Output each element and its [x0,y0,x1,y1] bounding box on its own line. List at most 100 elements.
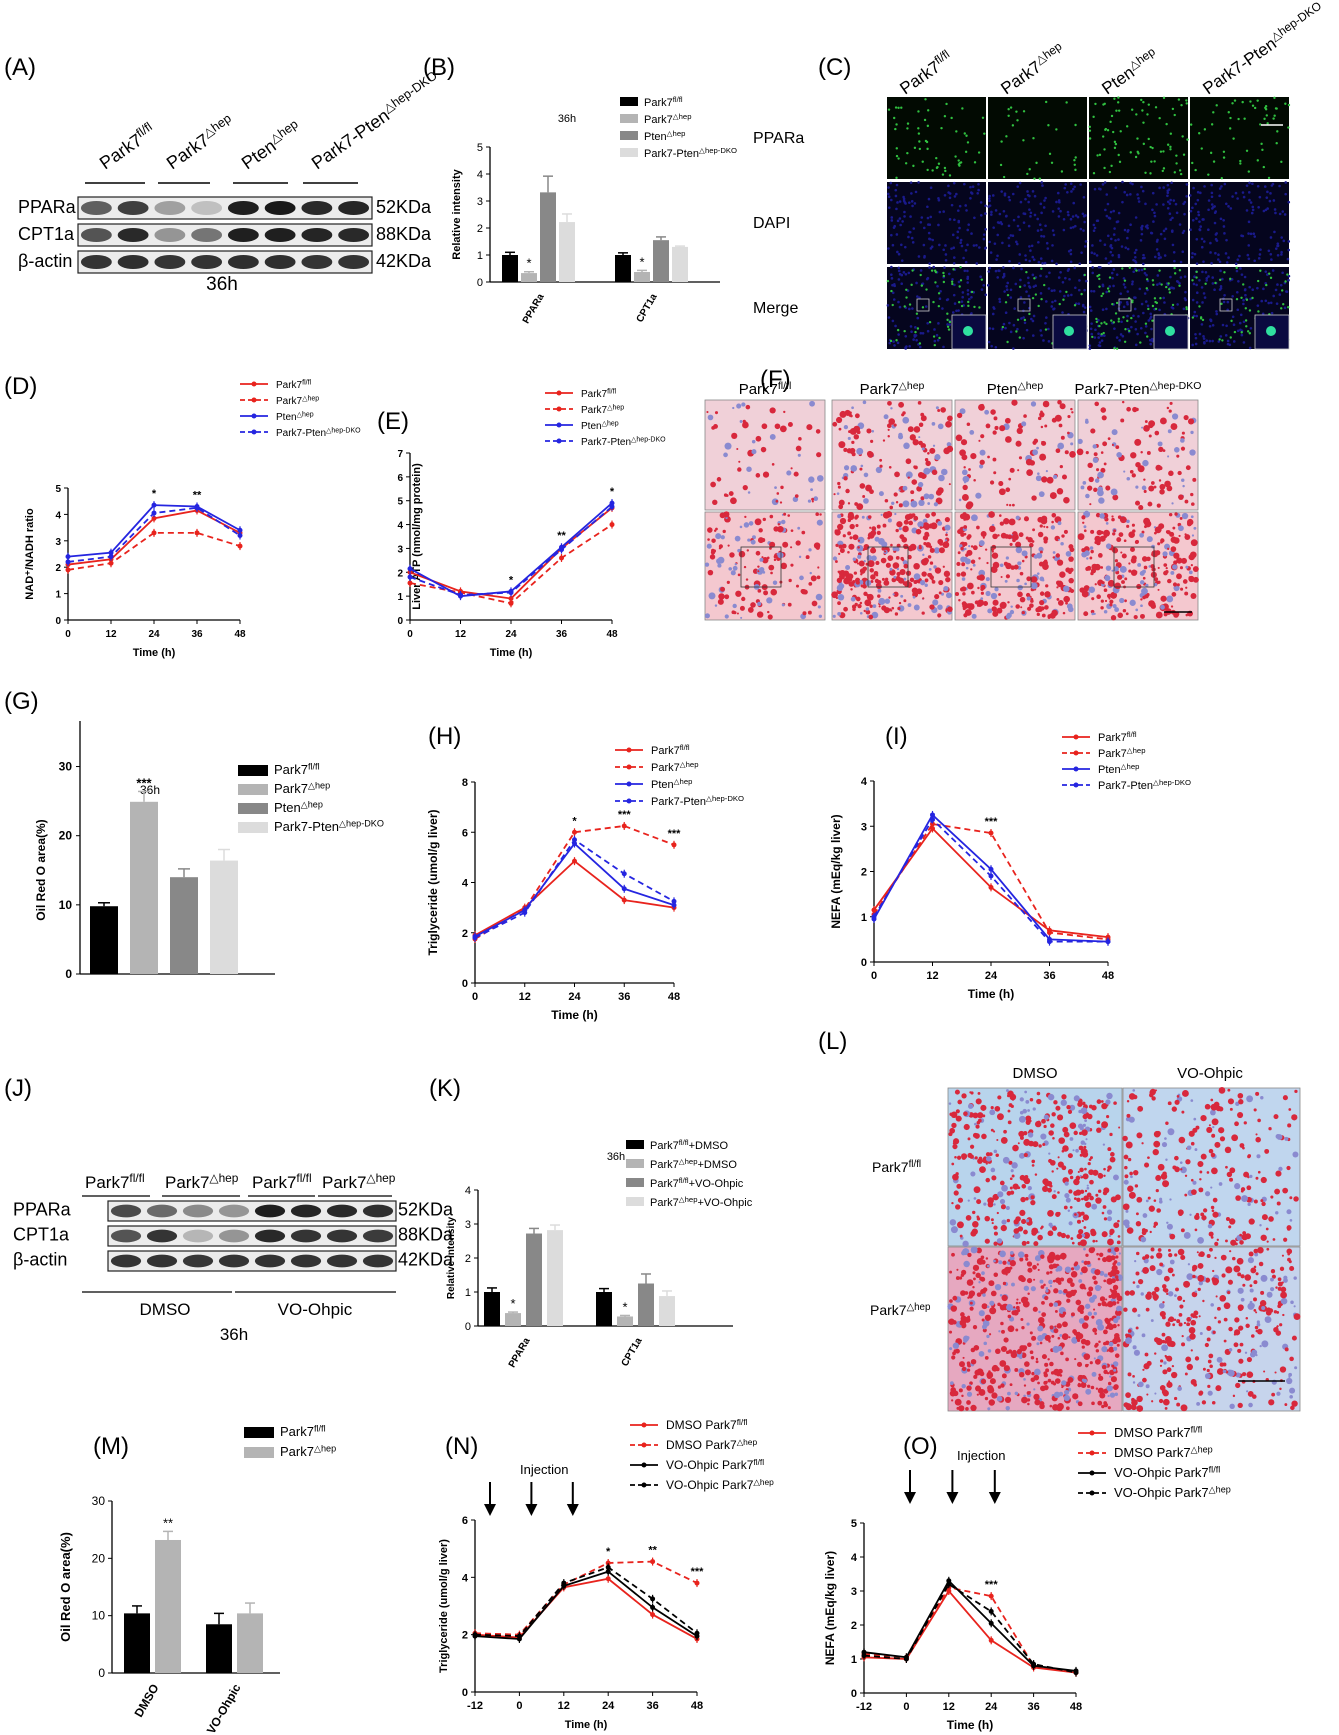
lipid-droplet [1071,1241,1075,1245]
nucleus-dot [1041,262,1044,265]
ppar-dot [1214,281,1217,285]
lipid-droplet [1062,1126,1069,1133]
nucleus-dot [996,276,1000,279]
lipid-droplet [1030,576,1038,583]
lipid-droplet [1279,1266,1285,1272]
ppar-dot [1005,135,1008,138]
lipid-droplet [1069,1289,1076,1297]
lipid-droplet [855,580,860,585]
lipid-droplet [1021,1218,1027,1225]
lipid-droplet [1157,566,1160,570]
lipid-droplet [1103,1167,1106,1171]
lipid-droplet [1139,532,1144,538]
legend-swatch [626,1159,644,1168]
lipid-droplet [1083,529,1087,533]
x-tick-label: 0 [65,629,71,640]
lipid-droplet [1103,462,1107,466]
lipid-droplet [870,547,877,554]
lipid-droplet [1167,1101,1172,1106]
nucleus-dot [892,340,895,343]
lipid-droplet [1015,1305,1020,1310]
ppar-dot [1256,159,1259,162]
lipid-droplet [1009,1186,1013,1190]
ppar-dot [1083,273,1086,277]
lipid-droplet [1065,567,1071,573]
ppar-dot [1229,336,1232,339]
lipid-droplet [1166,485,1173,492]
lipid-droplet [774,423,781,430]
lipid-droplet [1079,1283,1086,1290]
nucleus-dot [1115,220,1119,224]
ppar-dot [1158,116,1161,120]
lipid-droplet [1095,1342,1099,1347]
lipid-droplet [838,552,841,555]
nucleus-dot [1231,315,1235,319]
nucleus-dot [1179,260,1183,264]
ppar-dot [910,283,913,287]
ppar-dot [1229,116,1232,120]
lipid-droplet [918,546,922,550]
blot-band [301,227,333,243]
ppar-dot [1151,319,1154,322]
ppar-dot [911,269,914,272]
lipid-droplet [706,543,712,549]
lipid-droplet [1241,1233,1248,1241]
lipid-droplet [1059,1333,1063,1337]
lipid-droplet [1225,1165,1228,1169]
lipid-droplet [1076,448,1084,456]
ppar-dot [1222,150,1226,153]
lipid-droplet [1176,583,1180,587]
lipid-droplet [1282,1187,1289,1194]
blot-band [326,1204,358,1218]
ppar-dot [1044,100,1048,104]
lipid-droplet [918,440,923,446]
blot-band [80,227,112,243]
nucleus-dot [1138,287,1142,291]
lipid-droplet [991,550,994,553]
nucleus-dot [1007,224,1011,228]
blot-band [254,1229,286,1243]
lipid-droplet [1192,1127,1198,1133]
lipid-droplet [1114,1269,1120,1275]
lipid-droplet [794,494,799,498]
lipid-droplet [769,407,776,414]
lipid-droplet [982,1293,986,1297]
lipid-droplet [1124,1165,1128,1170]
lipid-droplet [1192,566,1199,573]
lipid-droplet [979,464,984,469]
lipid-droplet [935,406,939,410]
lipid-droplet [931,580,936,584]
nucleus-dot [1123,190,1126,194]
lipid-droplet [1239,1240,1244,1245]
lipid-droplet [1182,579,1188,584]
lipid-droplet [1079,1174,1082,1177]
nucleus-dot [1203,240,1206,243]
nucleus-dot [935,333,939,337]
lipid-droplet [728,567,733,571]
lipid-droplet [1190,430,1194,435]
ppar-dot [1134,155,1138,159]
nucleus-dot [1121,180,1124,184]
nucleus-dot [1192,282,1196,286]
ppar-dot [1130,108,1134,111]
lipid-droplet [1066,1298,1071,1303]
lipid-droplet [966,535,971,540]
lipid-droplet [999,1294,1003,1297]
lipid-droplet [1019,1355,1023,1360]
lipid-droplet [1018,532,1024,538]
ppar-dot [958,164,961,167]
lipid-droplet [748,521,754,526]
ppar-dot [1095,320,1099,324]
nucleus-dot [888,341,892,345]
legend-swatch [620,131,638,140]
lipid-droplet [1024,582,1027,586]
lipid-droplet [1114,1353,1120,1358]
nucleus-dot [909,325,913,328]
lipid-droplet [1051,1194,1057,1200]
lipid-droplet [787,602,792,607]
nucleus-dot [1017,215,1020,219]
significance-mark: *** [618,809,632,821]
ppar-dot [926,124,930,128]
ppar-dot [1143,267,1146,271]
ppar-dot [1114,142,1118,146]
